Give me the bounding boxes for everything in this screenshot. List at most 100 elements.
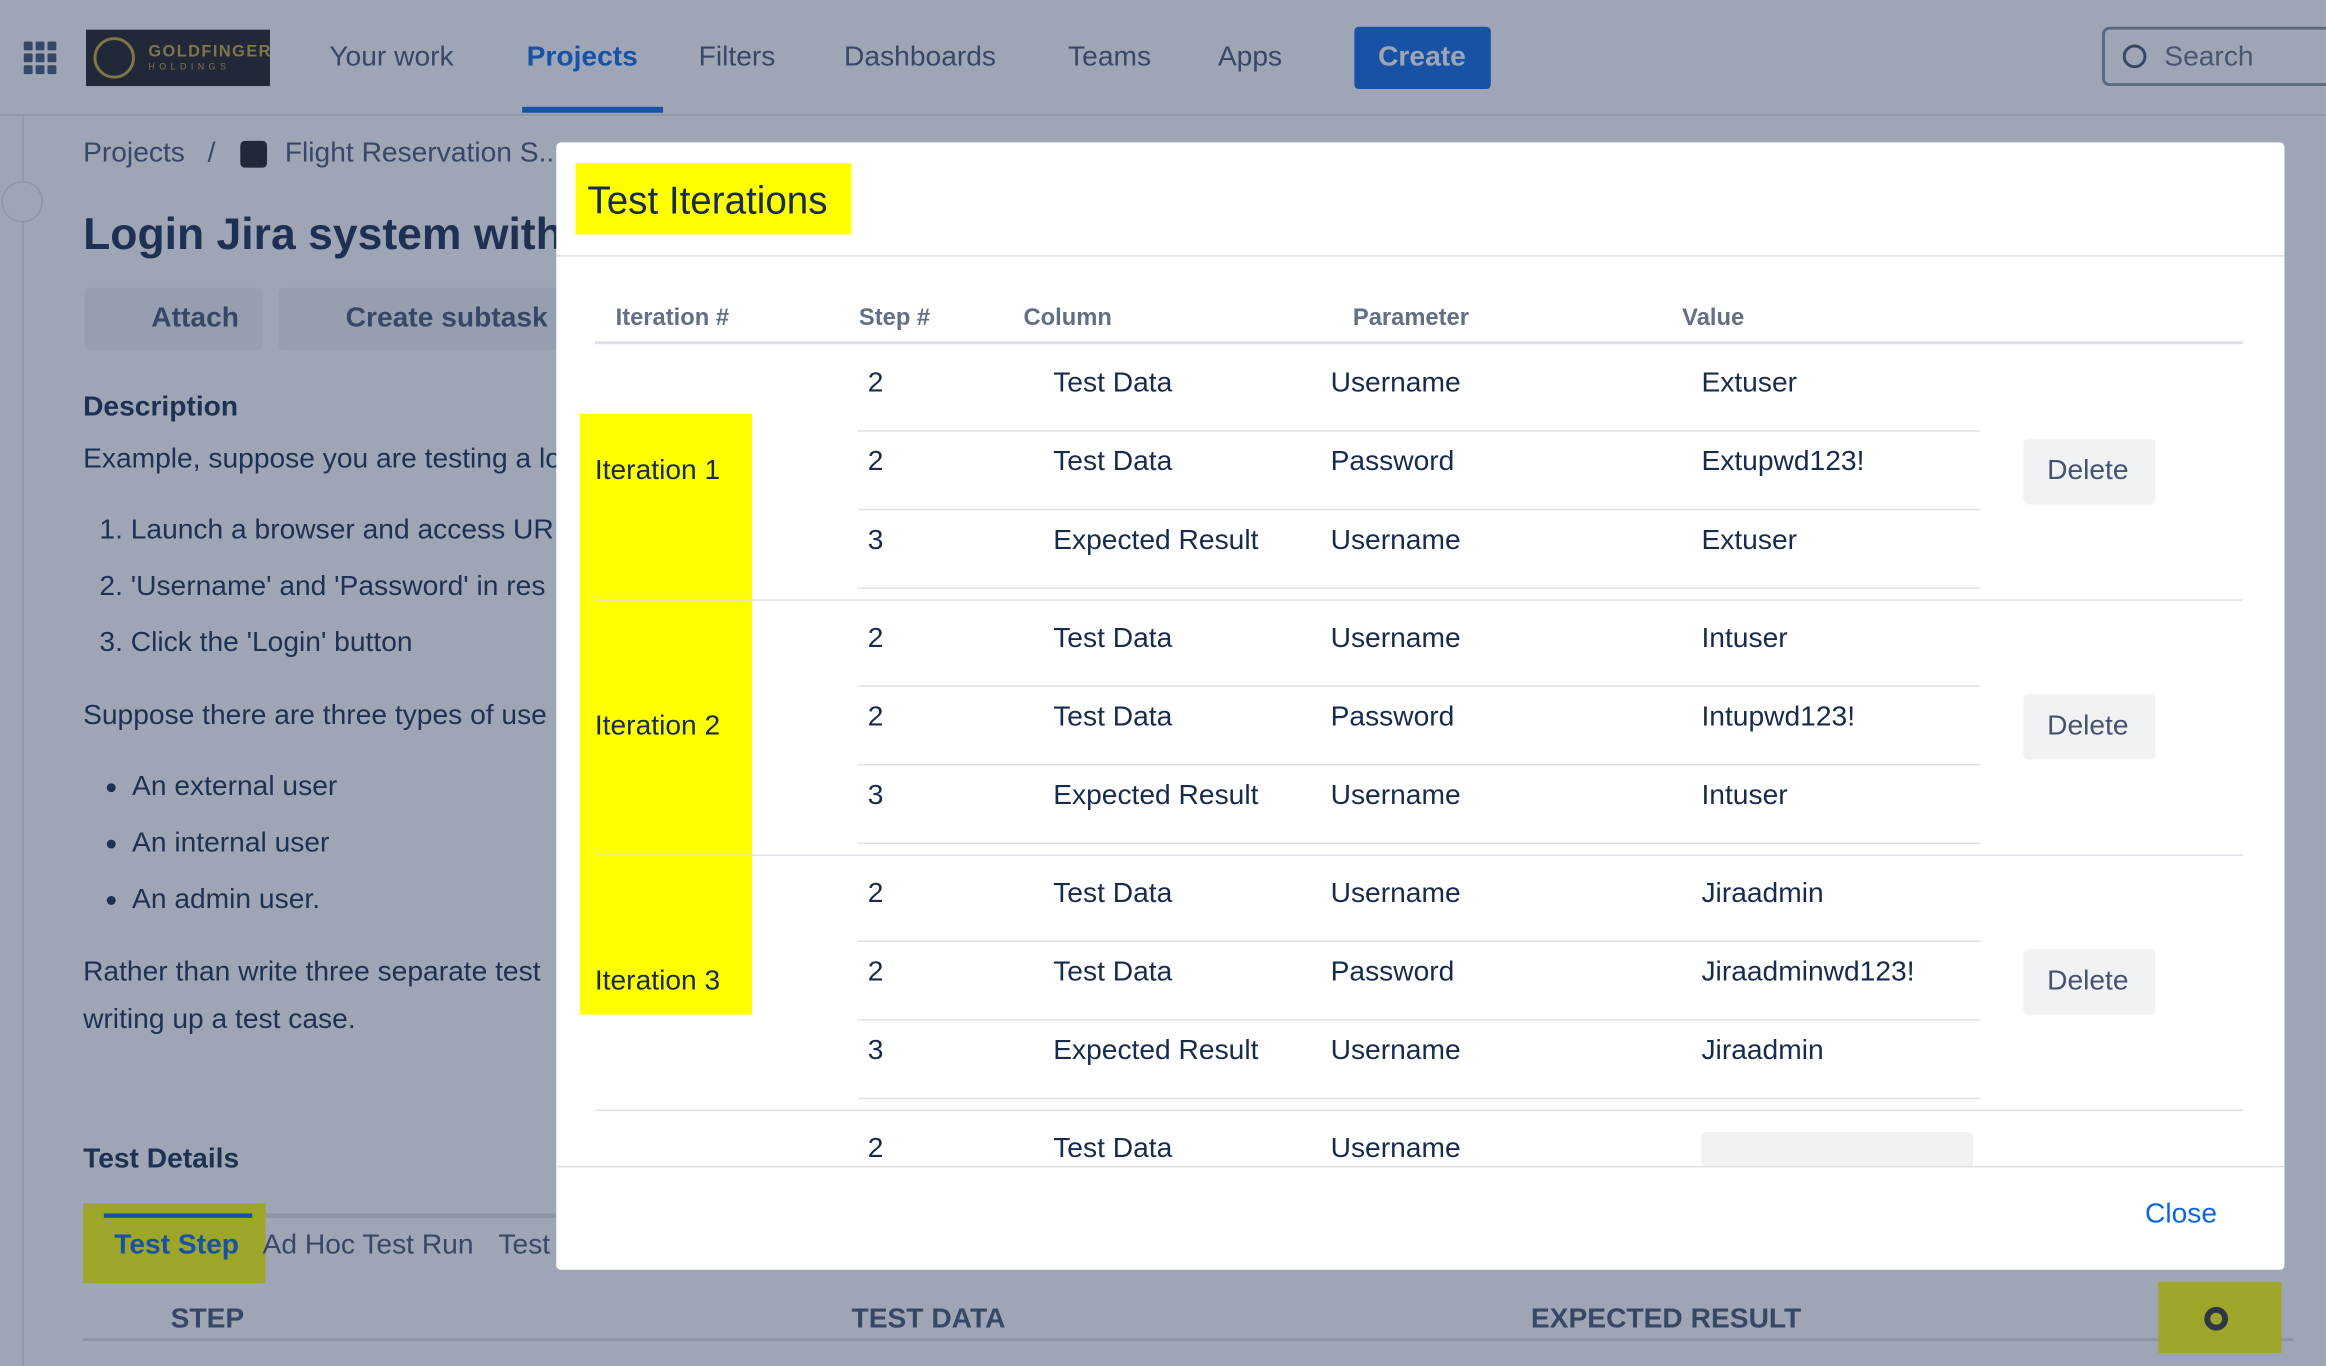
header-line <box>83 1338 2294 1341</box>
label-highlight <box>580 413 753 1015</box>
tab[interactable]: Test <box>498 1229 551 1261</box>
modal-title: Test Iterations <box>587 178 828 223</box>
delete-button[interactable]: Delete <box>2023 694 2156 760</box>
iteration-rule <box>594 1109 2243 1112</box>
cell: Test Data <box>1053 446 1173 478</box>
cell: 2 <box>867 878 884 910</box>
row-rule <box>857 763 1981 766</box>
row-rule <box>857 842 1981 845</box>
breadcrumb[interactable]: Flight Reservation S... <box>284 137 563 170</box>
cell: Intuser <box>1701 780 1788 812</box>
cell: Username <box>1330 525 1461 557</box>
dot <box>23 41 33 51</box>
cell: Jiraadminwd123! <box>1701 956 1915 988</box>
cell: Expected Result <box>1053 525 1259 557</box>
list-item: An external user <box>132 771 338 803</box>
table-header: Parameter <box>1352 305 1469 331</box>
breadcrumb-sep: / <box>207 137 216 170</box>
cell: Password <box>1330 701 1455 733</box>
cell: 3 <box>867 780 884 812</box>
nav-item[interactable]: Dashboards <box>844 41 997 73</box>
delete-button[interactable]: Delete <box>2023 439 2156 505</box>
row-rule <box>857 1097 1981 1100</box>
nav-item[interactable]: Apps <box>1217 41 1283 73</box>
delete-label: Delete <box>2047 965 2129 997</box>
cell: Intupwd123! <box>1701 701 1856 733</box>
issue-title: Login Jira system with <box>83 210 563 260</box>
search-icon <box>2122 44 2147 69</box>
bullet <box>106 783 116 793</box>
cell: 3 <box>867 1035 884 1067</box>
cell: 2 <box>867 446 884 478</box>
cell: Username <box>1330 780 1461 812</box>
delete-label: Delete <box>2047 710 2129 742</box>
list-item: 2. 'Username' and 'Password' in res <box>99 571 546 603</box>
nav-underline <box>522 106 664 113</box>
search-placeholder: Search <box>2164 41 2254 73</box>
table-header: Step # <box>858 305 931 331</box>
cell: Jiraadmin <box>1701 1035 1824 1067</box>
section-heading: Test Details <box>83 1143 240 1175</box>
list-item: 1. Launch a browser and access UR <box>99 514 554 546</box>
dot <box>23 53 33 63</box>
iteration-label: Iteration 2 <box>594 710 721 742</box>
cell: 3 <box>867 525 884 557</box>
modal: Test Iterations Iteration # Step # Column Pa… <box>556 142 2285 1270</box>
create-button[interactable]: Create <box>1354 26 1491 90</box>
dot <box>47 65 57 75</box>
breadcrumb[interactable]: Projects <box>83 137 185 170</box>
cell: Username <box>1330 623 1461 655</box>
modal-body: Iteration # Step # Column Parameter Value Ite… <box>556 257 2284 1166</box>
value-select[interactable] <box>1701 1131 1973 1166</box>
search-box[interactable]: Search <box>2101 26 2326 87</box>
close-button[interactable]: Close <box>2144 1198 2218 1230</box>
table-header: Value <box>1682 305 1745 331</box>
footer-divider <box>556 1165 2285 1168</box>
nav-item[interactable]: Your work <box>329 41 454 73</box>
sidebar-edge <box>22 114 24 1366</box>
cell: Jiraadmin <box>1701 878 1824 910</box>
nav-item[interactable]: Teams <box>1068 41 1152 73</box>
delete-label: Delete <box>2047 455 2129 487</box>
tab[interactable]: Test Step <box>114 1229 239 1261</box>
sidebar-toggle[interactable] <box>1 180 44 223</box>
cell: Test Data <box>1053 956 1173 988</box>
cell: Test Data <box>1053 623 1173 655</box>
app-switcher[interactable] <box>23 41 57 75</box>
dot <box>23 65 33 75</box>
cell: 2 <box>867 1133 884 1165</box>
cell: 2 <box>867 956 884 988</box>
delete-button[interactable]: Delete <box>2023 949 2156 1015</box>
cell: Username <box>1330 1133 1461 1165</box>
tab[interactable]: Ad Hoc Test Run <box>262 1229 474 1261</box>
nav-item[interactable]: Filters <box>698 41 776 73</box>
cell: Password <box>1330 446 1455 478</box>
cell: Password <box>1330 956 1455 988</box>
gear-icon <box>2204 1306 2229 1331</box>
iteration-label: Iteration 3 <box>594 965 721 997</box>
logo-icon <box>93 37 135 79</box>
cell: Username <box>1330 1035 1461 1067</box>
column-header: EXPECTED RESULT <box>1530 1303 1802 1336</box>
cell: Expected Result <box>1053 1035 1259 1067</box>
cell: 2 <box>867 701 884 733</box>
attach-button[interactable]: Attach <box>84 287 263 351</box>
dot <box>47 53 57 63</box>
dot <box>35 53 45 63</box>
tabs-line <box>83 1213 914 1218</box>
nav-item[interactable]: Projects <box>526 41 638 73</box>
cell: Test Data <box>1053 878 1173 910</box>
list-item: An admin user. <box>132 884 321 916</box>
cell: Extuser <box>1701 525 1798 557</box>
dot <box>35 41 45 51</box>
bullet <box>106 895 116 905</box>
cell: Username <box>1330 878 1461 910</box>
cell: Extuser <box>1701 367 1798 400</box>
cell: Username <box>1330 367 1461 400</box>
logo-sub: HOLDINGS <box>148 63 231 73</box>
title-divider <box>556 255 2285 257</box>
dot <box>35 65 45 75</box>
subtask-button[interactable]: Create subtask <box>278 287 576 351</box>
